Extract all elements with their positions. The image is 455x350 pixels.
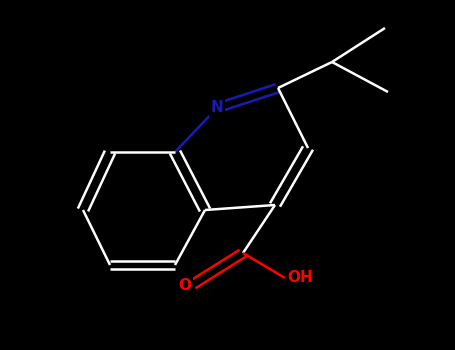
Text: O: O <box>179 278 192 293</box>
Text: N: N <box>211 100 223 116</box>
Text: OH: OH <box>287 271 313 286</box>
